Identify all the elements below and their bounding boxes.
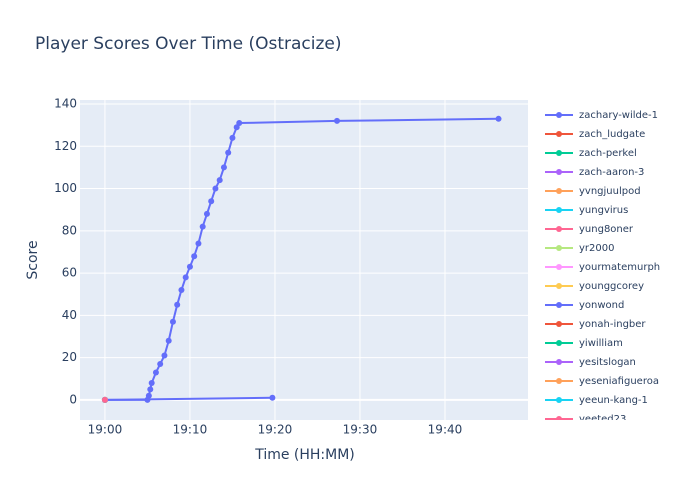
legend-marker: [556, 150, 562, 156]
x-tick-label: 19:40: [428, 423, 463, 437]
y-tick-label: 60: [62, 266, 77, 280]
legend-label: yr2000: [579, 243, 614, 254]
legend-label: zach_ludgate: [579, 129, 645, 140]
legend-marker: [556, 264, 562, 270]
legend-label: yungvirus: [579, 205, 628, 216]
legend-marker: [556, 302, 562, 308]
point: [165, 337, 172, 344]
point: [169, 318, 176, 325]
point: [174, 301, 181, 308]
point: [269, 394, 276, 401]
legend-marker: [556, 340, 562, 346]
point: [229, 134, 236, 141]
legend-marker: [556, 112, 562, 118]
legend-label: yung8oner: [579, 224, 634, 235]
point: [225, 149, 232, 156]
legend-marker: [556, 207, 562, 213]
x-tick-label: 19:00: [88, 423, 123, 437]
point: [212, 185, 219, 192]
point: [199, 223, 206, 230]
point: [157, 360, 164, 367]
point: [195, 240, 202, 247]
legend-label: yeeun-kang-1: [579, 395, 648, 406]
legend-label: yiwilliam: [579, 338, 623, 349]
chart-title: Player Scores Over Time (Ostracize): [35, 34, 342, 54]
y-tick-label: 20: [62, 350, 77, 364]
point: [220, 164, 227, 171]
y-tick-label: 80: [62, 223, 77, 237]
point: [152, 369, 159, 376]
point: [182, 274, 189, 281]
point: [208, 198, 215, 205]
point: [161, 352, 168, 359]
y-tick-label: 140: [54, 97, 77, 111]
legend-label: zachary-wilde-1: [579, 110, 658, 121]
legend-marker: [556, 416, 562, 420]
legend-label: yeeted23: [579, 414, 626, 425]
point: [101, 396, 108, 403]
x-axis-title: Time (HH:MM): [254, 447, 355, 463]
point: [147, 386, 154, 393]
point: [495, 115, 502, 122]
point: [216, 177, 223, 184]
legend-marker: [556, 245, 562, 251]
point: [203, 210, 210, 217]
y-tick-label: 100: [54, 181, 77, 195]
legend-label: yonwond: [579, 300, 624, 311]
point: [236, 120, 243, 127]
legend-marker: [556, 397, 562, 403]
legend-label: yvngjuulpod: [579, 186, 641, 197]
legend-marker: [556, 226, 562, 232]
x-tick-label: 19:30: [343, 423, 378, 437]
point: [178, 287, 185, 294]
legend-label: yesitslogan: [579, 357, 636, 368]
legend-label: yonah-ingber: [579, 319, 646, 330]
legend-label: younggcorey: [579, 281, 644, 292]
series-line: [104, 396, 273, 401]
series-line: [104, 117, 499, 401]
x-tick-label: 19:10: [173, 423, 208, 437]
y-tick-label: 40: [62, 308, 77, 322]
legend-marker: [556, 378, 562, 384]
legend-label: zach-perkel: [579, 148, 637, 159]
legend-label: yourmatemurph: [579, 262, 660, 273]
legend-marker: [556, 169, 562, 175]
legend-marker: [556, 188, 562, 194]
point: [148, 380, 155, 387]
point: [145, 392, 152, 399]
plot-area: [80, 100, 528, 420]
legend-label: yeseniafigueroa: [579, 376, 659, 387]
legend-marker: [556, 321, 562, 327]
legend-label: zach-aaron-3: [579, 167, 644, 178]
legend-marker: [556, 283, 562, 289]
point: [334, 117, 341, 124]
y-axis-title: Score: [25, 240, 41, 279]
point: [191, 253, 198, 260]
x-tick-label: 19:20: [258, 423, 293, 437]
y-tick-label: 0: [69, 392, 77, 406]
legend-marker: [556, 359, 562, 365]
legend-marker: [556, 131, 562, 137]
y-tick-label: 120: [54, 139, 77, 153]
point: [186, 263, 193, 270]
